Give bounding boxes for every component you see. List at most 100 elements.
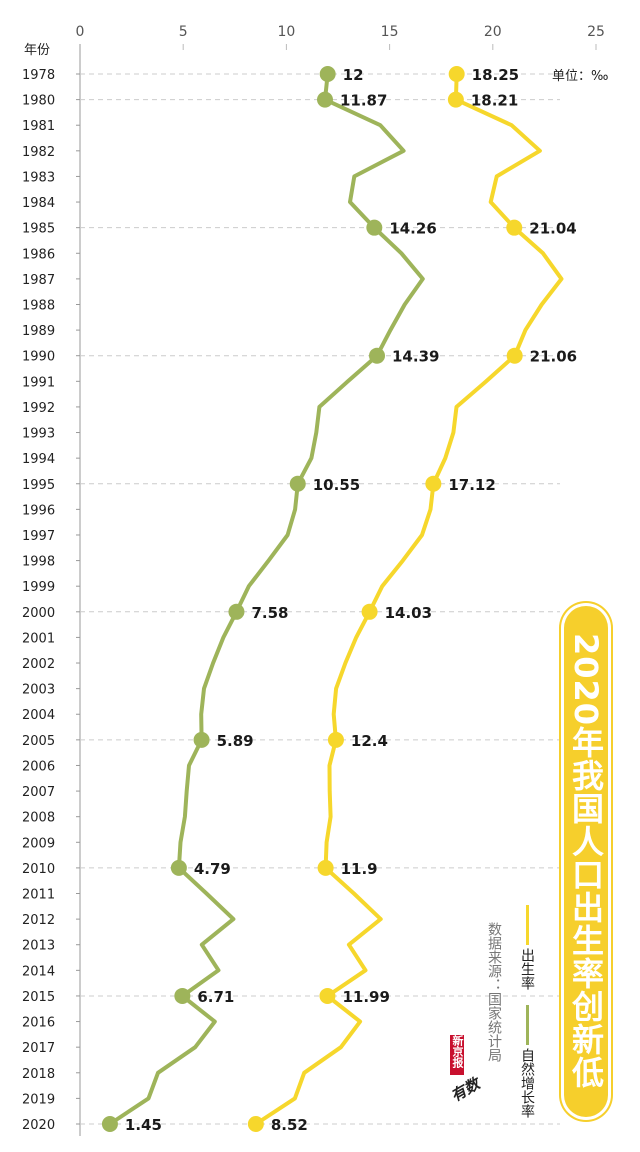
point-natural-growth-2005 xyxy=(193,731,210,748)
year-label-2015: 2015 xyxy=(22,990,55,1005)
year-label-1986: 1986 xyxy=(22,247,55,262)
data-label-birth-rate-1990: 21.06 xyxy=(530,348,577,366)
year-label-1995: 1995 xyxy=(22,478,55,493)
year-label-1990: 1990 xyxy=(22,350,55,365)
legend-swatch-natural-growth xyxy=(526,1005,529,1045)
x-tick-label-10: 10 xyxy=(277,24,295,40)
year-label-2014: 2014 xyxy=(22,964,55,979)
point-birth-rate-2000 xyxy=(361,603,378,620)
year-label-1993: 1993 xyxy=(22,427,55,442)
x-tick-label-0: 0 xyxy=(76,24,85,40)
data-label-birth-rate-1978: 18.25 xyxy=(472,66,519,84)
year-label-2018: 2018 xyxy=(22,1067,55,1082)
year-label-2013: 2013 xyxy=(22,939,55,954)
year-label-2020: 2020 xyxy=(22,1118,55,1133)
series-lines xyxy=(107,72,564,1126)
data-label-birth-rate-2010: 11.9 xyxy=(341,860,378,878)
data-label-natural-growth-1995: 10.55 xyxy=(313,476,360,494)
gridlines xyxy=(80,73,560,1125)
x-tick-label-20: 20 xyxy=(484,24,502,40)
year-label-1997: 1997 xyxy=(22,529,55,544)
year-label-2000: 2000 xyxy=(22,606,55,621)
line-birth-rate xyxy=(253,72,564,1126)
data-label-natural-growth-2020: 1.45 xyxy=(125,1116,162,1134)
point-birth-rate-2005 xyxy=(327,731,344,748)
line-natural-growth xyxy=(107,72,425,1126)
unit-label: 单位：‰ xyxy=(552,69,608,84)
data-label-natural-growth-2015: 6.71 xyxy=(197,988,234,1006)
year-label-2005: 2005 xyxy=(22,734,55,749)
year-label-2003: 2003 xyxy=(22,683,55,698)
legend-item-birth-rate: 出生率 xyxy=(519,948,535,990)
point-natural-growth-1985 xyxy=(366,219,383,236)
point-birth-rate-1978 xyxy=(448,66,465,82)
point-birth-rate-2020 xyxy=(247,1116,264,1132)
logo-box: 新京报 xyxy=(450,1035,464,1075)
chart-title-box: 2020年我国人口出生率创新低 xyxy=(561,603,611,1120)
point-natural-growth-2020 xyxy=(101,1116,118,1132)
year-label-2006: 2006 xyxy=(22,759,55,774)
point-birth-rate-2015 xyxy=(319,987,336,1004)
data-label-birth-rate-1980: 18.21 xyxy=(471,92,518,110)
data-label-birth-rate-2000: 14.03 xyxy=(385,604,432,622)
data-label-birth-rate-2015: 11.99 xyxy=(342,988,389,1006)
year-label-2009: 2009 xyxy=(22,836,55,851)
x-axis: 0 5 10 15 20 25 xyxy=(76,24,605,1136)
point-birth-rate-2010 xyxy=(317,859,334,876)
logo-script: 有数 xyxy=(447,1074,483,1106)
data-label-natural-growth-2010: 4.79 xyxy=(194,860,231,878)
data-label-natural-growth-1978: 12 xyxy=(343,66,364,84)
year-label-1994: 1994 xyxy=(22,452,55,467)
point-natural-growth-2000 xyxy=(228,603,245,620)
year-label-2010: 2010 xyxy=(22,862,55,877)
year-label-2002: 2002 xyxy=(22,657,55,672)
point-birth-rate-1990 xyxy=(506,347,523,364)
point-natural-growth-1978 xyxy=(319,66,336,82)
x-tick-label-25: 25 xyxy=(587,24,605,40)
data-label-birth-rate-1995: 17.12 xyxy=(448,476,495,494)
year-label-1987: 1987 xyxy=(22,273,55,288)
data-labels: 18.25 18.21 21.04 21.06 17.12 14.03 12.4 11.9 11… xyxy=(125,66,577,1134)
year-label-2004: 2004 xyxy=(22,708,55,723)
year-label-1991: 1991 xyxy=(22,375,55,390)
year-label-1985: 1985 xyxy=(22,222,55,237)
data-label-birth-rate-2005: 12.4 xyxy=(351,732,388,750)
legend-item-natural-growth: 自然增长率 xyxy=(519,1048,535,1118)
year-label-1980: 1980 xyxy=(22,94,55,109)
x-tick-label-5: 5 xyxy=(179,24,188,40)
year-axis: 1978 1980 1981 1982 1983 1984 1985 1986 1987 1988… xyxy=(22,68,80,1133)
data-label-natural-growth-1985: 14.26 xyxy=(389,220,436,238)
point-birth-rate-1980 xyxy=(447,91,464,108)
year-label-1983: 1983 xyxy=(22,170,55,185)
data-label-natural-growth-1990: 14.39 xyxy=(392,348,439,366)
year-label-2008: 2008 xyxy=(22,811,55,826)
year-label-2012: 2012 xyxy=(22,913,55,928)
data-label-natural-growth-2000: 7.58 xyxy=(251,604,288,622)
point-natural-growth-1980 xyxy=(316,91,333,108)
year-label-1982: 1982 xyxy=(22,145,55,160)
series-points xyxy=(101,66,523,1132)
year-label-2001: 2001 xyxy=(22,631,55,646)
point-birth-rate-1985 xyxy=(506,219,523,236)
publisher-logo: 新京报 有数 xyxy=(447,1035,490,1115)
year-label-2017: 2017 xyxy=(22,1041,55,1056)
year-label-1989: 1989 xyxy=(22,324,55,339)
data-label-natural-growth-2005: 5.89 xyxy=(217,732,254,750)
point-natural-growth-2010 xyxy=(170,859,187,876)
point-natural-growth-1995 xyxy=(289,475,306,492)
year-label-1981: 1981 xyxy=(22,119,55,134)
year-label-1998: 1998 xyxy=(22,555,55,570)
data-source: 数据来源：国家统计局 xyxy=(486,922,502,1062)
point-natural-growth-2015 xyxy=(174,987,191,1004)
x-tick-label-15: 15 xyxy=(381,24,399,40)
point-birth-rate-1995 xyxy=(425,475,442,492)
year-label-2007: 2007 xyxy=(22,785,55,800)
year-label-1992: 1992 xyxy=(22,401,55,416)
point-natural-growth-1990 xyxy=(369,347,386,364)
year-label-2011: 2011 xyxy=(22,888,55,903)
year-label-1984: 1984 xyxy=(22,196,55,211)
year-label-1988: 1988 xyxy=(22,298,55,313)
data-label-birth-rate-1985: 21.04 xyxy=(529,220,576,238)
year-label-2019: 2019 xyxy=(22,1092,55,1107)
